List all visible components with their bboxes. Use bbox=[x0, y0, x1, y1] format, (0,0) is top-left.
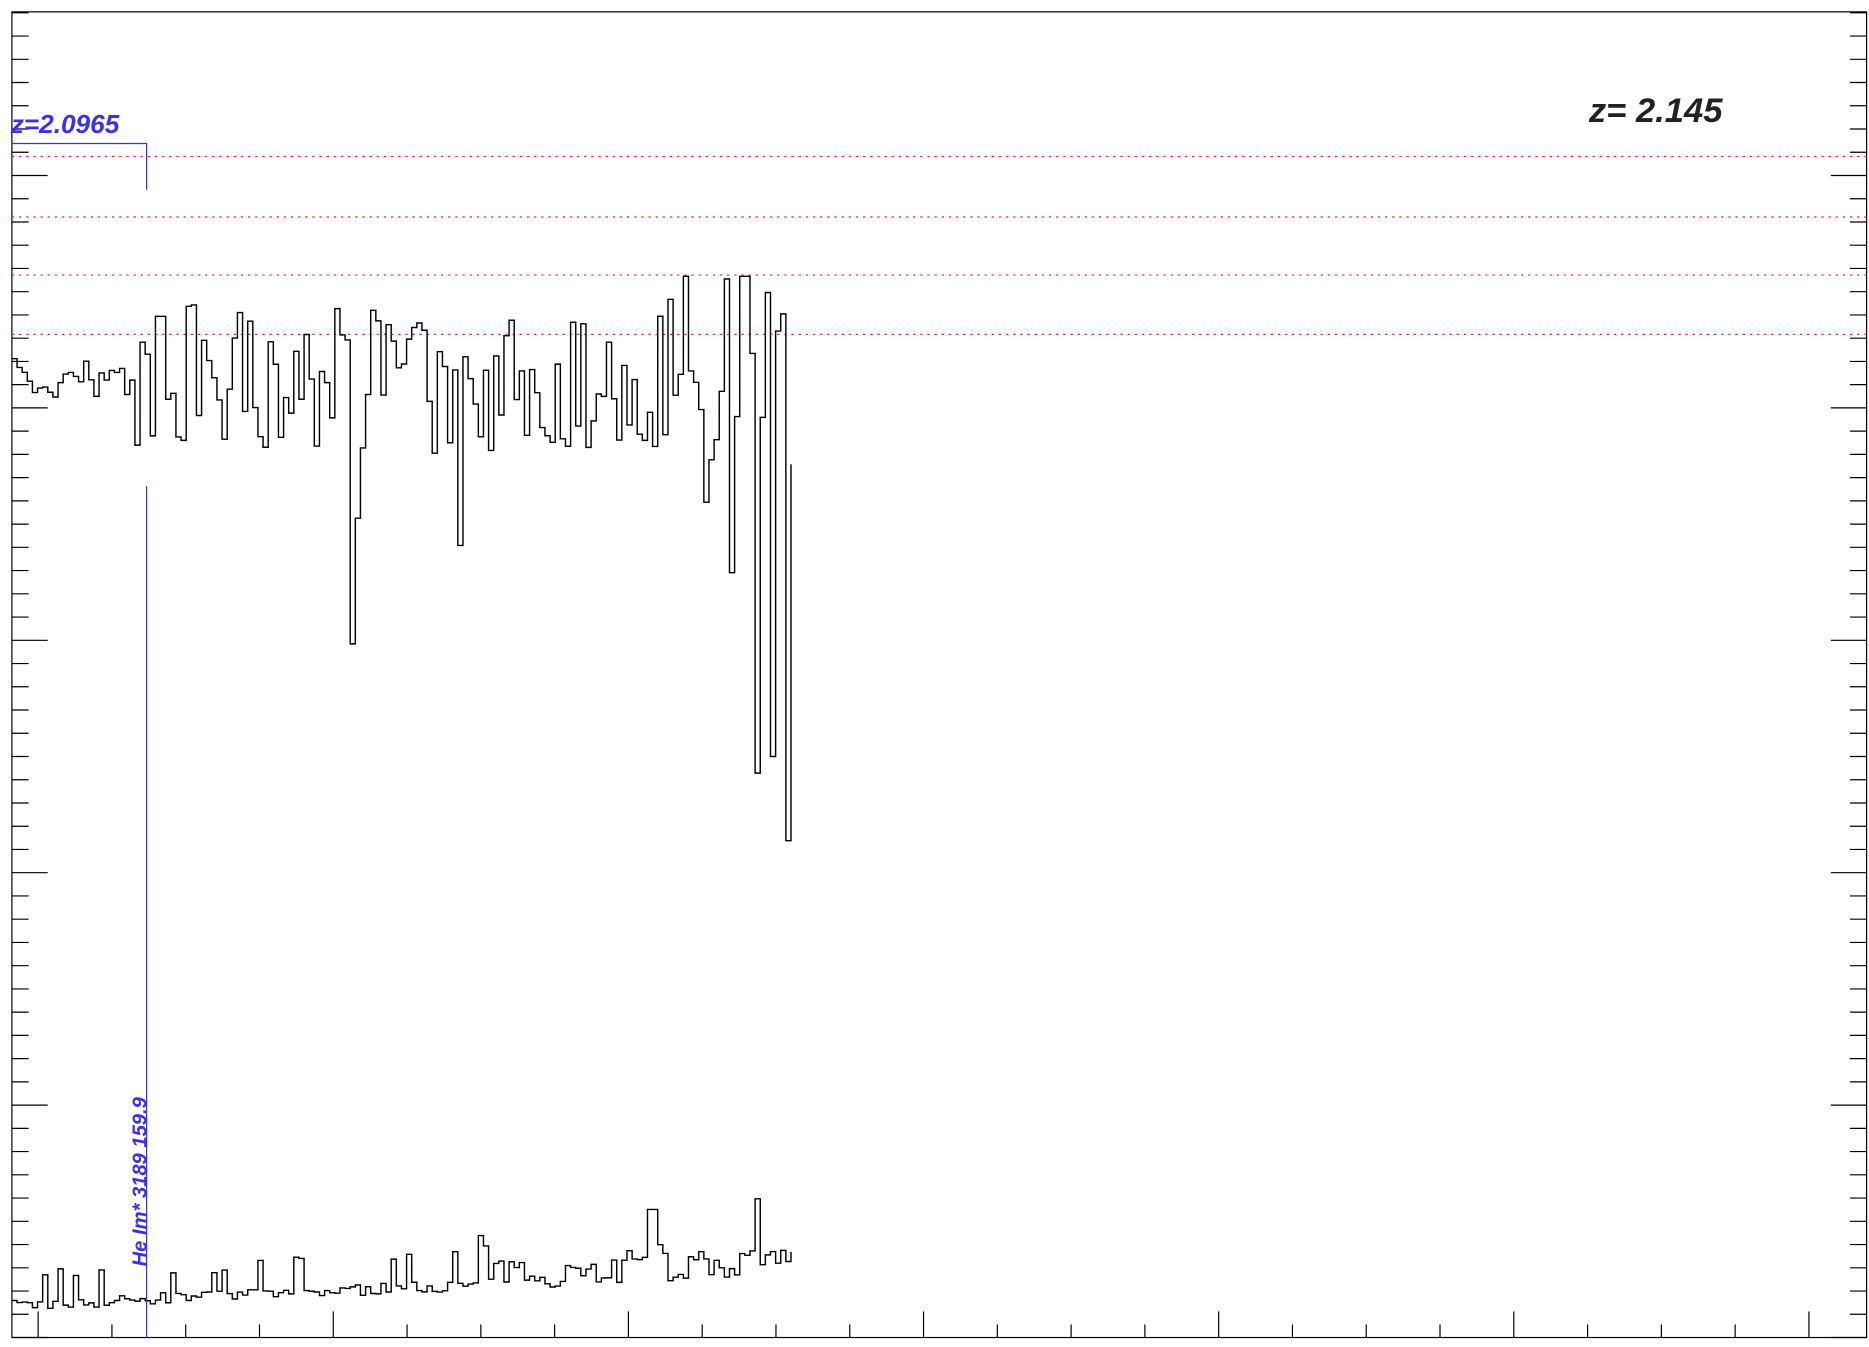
error-spectrum bbox=[11, 1198, 792, 1310]
marker-line-label: He Im* 3189 159.9 bbox=[130, 1096, 152, 1266]
marker-bracket bbox=[11, 142, 148, 190]
marker-redshift: z=2.0965 bbox=[10, 109, 120, 139]
reference-lines bbox=[11, 155, 1867, 335]
axis-ticks bbox=[11, 12, 1867, 1339]
redshift-label: z= 2.145 bbox=[1588, 92, 1723, 130]
plot-frame bbox=[11, 11, 1868, 1339]
flux-spectrum bbox=[11, 275, 792, 842]
